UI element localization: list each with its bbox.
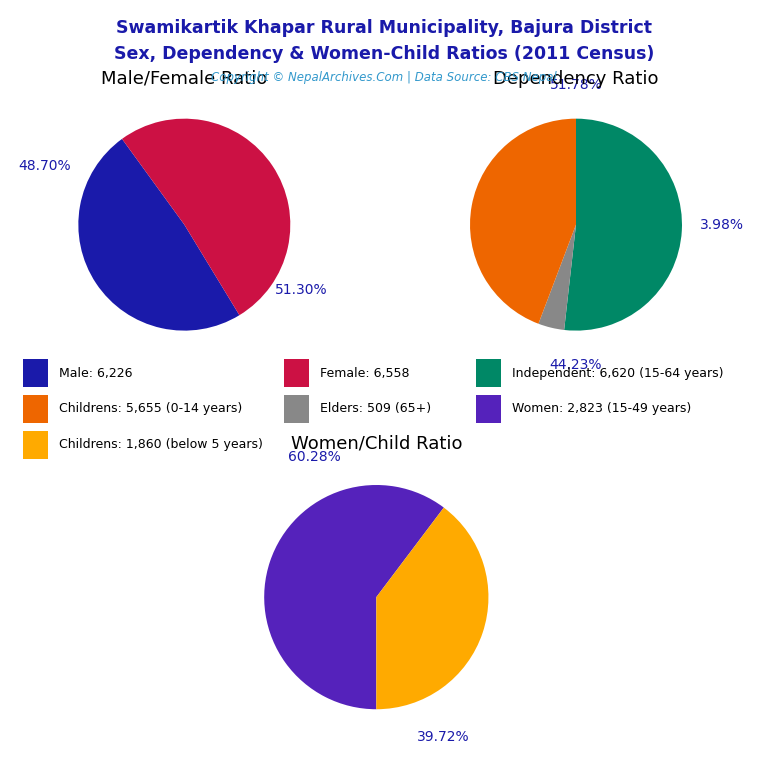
Title: Dependency Ratio: Dependency Ratio: [493, 70, 659, 88]
Bar: [284, 359, 309, 387]
Wedge shape: [264, 485, 444, 710]
Bar: [284, 395, 309, 423]
Title: Women/Child Ratio: Women/Child Ratio: [290, 435, 462, 452]
Text: 60.28%: 60.28%: [288, 450, 341, 464]
Text: Elders: 509 (65+): Elders: 509 (65+): [320, 402, 432, 415]
Wedge shape: [564, 118, 682, 330]
Bar: [476, 395, 501, 423]
Text: Childrens: 5,655 (0-14 years): Childrens: 5,655 (0-14 years): [59, 402, 243, 415]
Text: 51.78%: 51.78%: [550, 78, 602, 91]
Bar: [23, 431, 48, 458]
Title: Male/Female Ratio: Male/Female Ratio: [101, 70, 267, 88]
Wedge shape: [122, 119, 290, 315]
Text: 3.98%: 3.98%: [700, 217, 744, 232]
Text: Independent: 6,620 (15-64 years): Independent: 6,620 (15-64 years): [512, 367, 723, 380]
Text: Male: 6,226: Male: 6,226: [59, 367, 133, 380]
Bar: [476, 359, 501, 387]
Bar: [23, 359, 48, 387]
Text: Swamikartik Khapar Rural Municipality, Bajura District: Swamikartik Khapar Rural Municipality, B…: [116, 19, 652, 37]
Text: 48.70%: 48.70%: [18, 159, 71, 174]
Wedge shape: [470, 118, 576, 324]
Wedge shape: [538, 224, 576, 330]
Wedge shape: [78, 139, 240, 330]
Text: 39.72%: 39.72%: [417, 730, 470, 744]
Text: Copyright © NepalArchives.Com | Data Source: CBS Nepal: Copyright © NepalArchives.Com | Data Sou…: [211, 71, 557, 84]
Text: Women: 2,823 (15-49 years): Women: 2,823 (15-49 years): [512, 402, 691, 415]
Text: Childrens: 1,860 (below 5 years): Childrens: 1,860 (below 5 years): [59, 438, 263, 451]
Wedge shape: [376, 508, 488, 710]
Text: 51.30%: 51.30%: [275, 283, 327, 297]
Bar: [23, 395, 48, 423]
Text: Sex, Dependency & Women-Child Ratios (2011 Census): Sex, Dependency & Women-Child Ratios (20…: [114, 45, 654, 62]
Text: Female: 6,558: Female: 6,558: [320, 367, 410, 380]
Text: 44.23%: 44.23%: [550, 358, 602, 372]
